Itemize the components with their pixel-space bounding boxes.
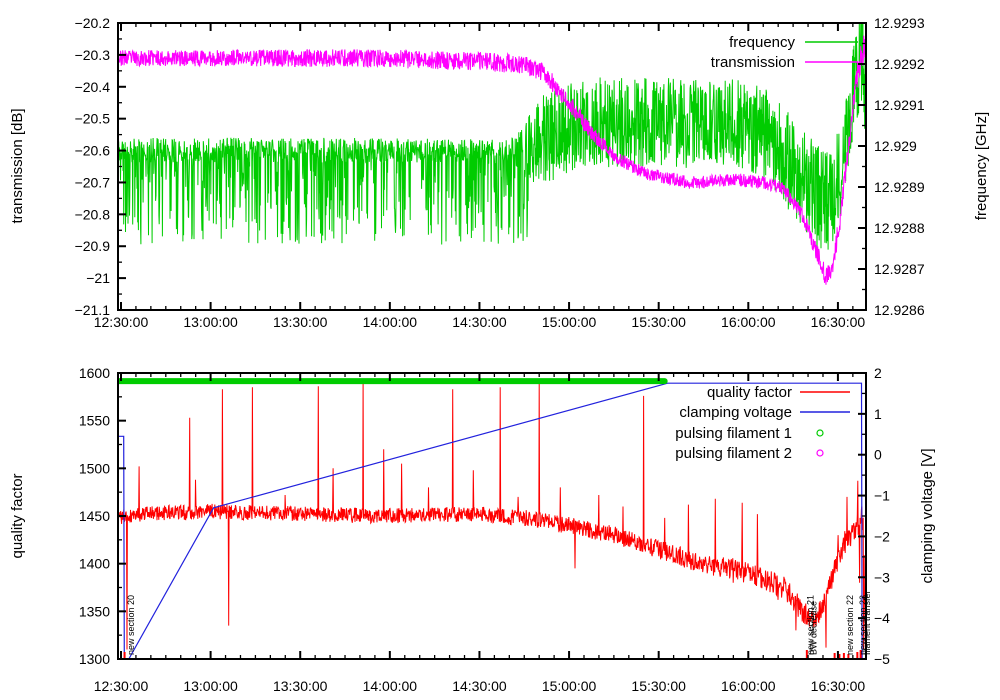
x-tick-label: 14:30:00 bbox=[452, 678, 507, 694]
x-tick-label: 16:00:00 bbox=[721, 678, 776, 694]
x-tick-label: 15:30:00 bbox=[631, 678, 686, 694]
annotation-label: new section 23 bbox=[858, 595, 868, 655]
legend-label: frequency bbox=[729, 34, 795, 51]
y-left-tick-label: −20.3 bbox=[75, 47, 111, 63]
legend-label: transmission bbox=[711, 54, 795, 71]
y-right-tick-label: 12.9286 bbox=[874, 302, 925, 318]
legend-label: clamping voltage bbox=[679, 404, 792, 421]
y-left-tick-label: 1400 bbox=[79, 556, 110, 572]
y-left-tick-label: 1450 bbox=[79, 508, 110, 524]
x-tick-label: 13:00:00 bbox=[183, 314, 238, 330]
legend-sample-marker bbox=[816, 429, 824, 437]
x-tick-label: 16:30:00 bbox=[811, 678, 866, 694]
y-left-tick-label: 1550 bbox=[79, 413, 110, 429]
y-left-tick-label: −20.7 bbox=[75, 174, 111, 190]
legend-label: pulsing filament 2 bbox=[675, 445, 792, 462]
series-transmission bbox=[118, 35, 866, 285]
legend-label: pulsing filament 1 bbox=[675, 425, 792, 442]
annotation-label: new section 22 bbox=[845, 595, 855, 655]
x-tick-label: 14:30:00 bbox=[452, 314, 507, 330]
y-left-tick-label: −21.1 bbox=[75, 302, 111, 318]
y-left-tick-label: 1300 bbox=[79, 651, 110, 667]
y-left-tick-label: 1500 bbox=[79, 460, 110, 476]
y-right-tick-label: −3 bbox=[874, 569, 890, 585]
y-left-tick-label: −20.4 bbox=[75, 79, 111, 95]
y-left-tick-label: 1350 bbox=[79, 603, 110, 619]
plot-area bbox=[118, 23, 866, 285]
legend-label: quality factor bbox=[707, 384, 792, 401]
y-right-tick-label: −5 bbox=[874, 651, 890, 667]
annotation-label: new section 21 bbox=[806, 595, 816, 655]
series-frequency bbox=[118, 23, 866, 253]
annotation-label: BW decrease bbox=[809, 601, 819, 655]
y-right-tick-label: 12.9291 bbox=[874, 97, 925, 113]
y-right-tick-label: −1 bbox=[874, 488, 890, 504]
x-tick-label: 15:00:00 bbox=[542, 678, 597, 694]
x-tick-label: 15:00:00 bbox=[542, 314, 597, 330]
y-left-tick-label: −20.9 bbox=[75, 238, 111, 254]
legend-sample-marker bbox=[816, 449, 824, 457]
y-left-tick-label: 1600 bbox=[79, 365, 110, 381]
x-tick-label: 12:30:00 bbox=[94, 678, 149, 694]
series-quality-factor bbox=[118, 380, 866, 650]
x-tick-label: 15:30:00 bbox=[631, 314, 686, 330]
y-left-axis-label: transmission [dB] bbox=[9, 108, 26, 223]
y-left-tick-label: −20.5 bbox=[75, 111, 111, 127]
plot-area bbox=[118, 378, 866, 659]
y-left-axis-label: quality factor bbox=[9, 473, 26, 558]
y-right-tick-label: 12.929 bbox=[874, 138, 917, 154]
y-left-tick-label: −20.6 bbox=[75, 143, 111, 159]
annotation-label: new section 20 bbox=[126, 595, 136, 655]
y-right-tick-label: 12.9288 bbox=[874, 220, 925, 236]
y-left-tick-label: −20.2 bbox=[75, 15, 111, 31]
y-right-tick-label: 12.9292 bbox=[874, 56, 925, 72]
x-tick-label: 12:30:00 bbox=[94, 314, 149, 330]
x-tick-label: 16:30:00 bbox=[811, 314, 866, 330]
y-right-tick-label: 1 bbox=[874, 406, 882, 422]
x-tick-label: 13:00:00 bbox=[183, 678, 238, 694]
annotation-label: filament transfer bbox=[862, 590, 872, 655]
y-right-axis-label: clamping voltage [V] bbox=[919, 448, 936, 583]
x-tick-label: 13:30:00 bbox=[273, 678, 328, 694]
y-right-tick-label: 0 bbox=[874, 447, 882, 463]
y-right-axis-label: frequency [GHz] bbox=[973, 112, 990, 220]
transmission-frequency-chart: 12:30:00 13:00:00 13:30:00 14:00:00 14:30:00… bbox=[9, 15, 990, 330]
x-tick-label: 14:00:00 bbox=[363, 678, 418, 694]
series-clamping-voltage bbox=[118, 382, 863, 659]
x-tick-label: 16:00:00 bbox=[721, 314, 776, 330]
y-right-tick-label: −2 bbox=[874, 528, 890, 544]
y-right-tick-label: 12.9287 bbox=[874, 261, 925, 277]
y-left-tick-label: −20.8 bbox=[75, 206, 111, 222]
y-right-tick-label: 12.9293 bbox=[874, 15, 925, 31]
x-tick-label: 14:00:00 bbox=[363, 314, 418, 330]
y-right-tick-label: −4 bbox=[874, 610, 890, 626]
y-left-tick-label: −21 bbox=[86, 270, 110, 286]
y-right-tick-label: 2 bbox=[874, 365, 882, 381]
x-tick-label: 13:30:00 bbox=[273, 314, 328, 330]
y-right-tick-label: 12.9289 bbox=[874, 179, 925, 195]
